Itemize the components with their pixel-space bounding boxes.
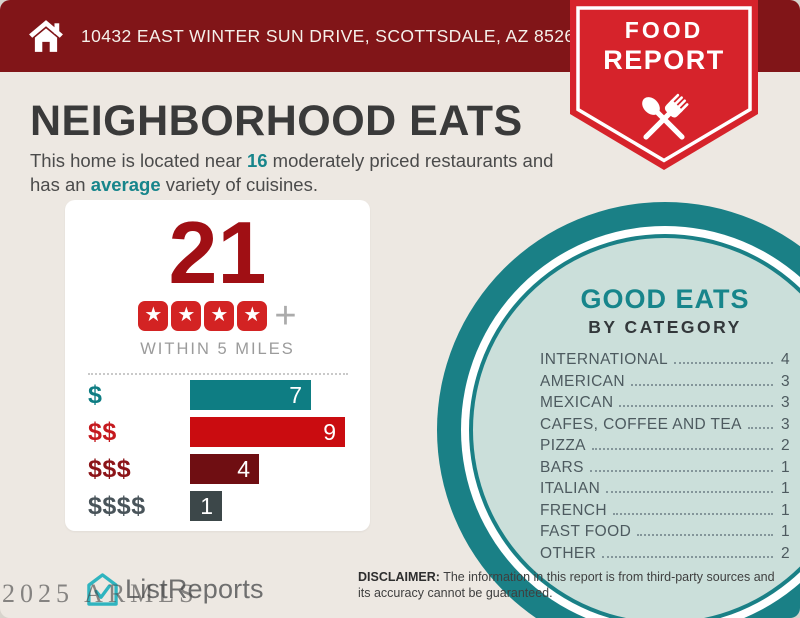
dashed-divider [87, 372, 348, 375]
plus-sign: + [274, 294, 297, 337]
star-icon: ★ [237, 300, 268, 331]
spoon-fork-icon [642, 93, 689, 140]
good-eats-subtitle: BY CATEGORY [588, 317, 742, 337]
category-row: PIZZA 2 [540, 437, 790, 459]
category-row: AMERICAN 3 [540, 373, 790, 395]
price-bar: 4 [190, 454, 259, 484]
dotted-leader [591, 448, 773, 450]
good-eats-title: GOOD EATS [580, 284, 750, 314]
category-row: CAFES, COFFEE AND TEA 3 [540, 416, 790, 438]
category-value: 1 [780, 501, 790, 519]
price-bar-row: $$ 9 [65, 417, 370, 447]
summary-card: 21 ★ ★ ★ ★ + WITHIN 5 MILES $7 $$ 9 $$$ 4 $$$$ 1 [65, 200, 370, 531]
food-report-badge: FOOD REPORT [570, 0, 758, 172]
listreports-wordmark: ListReports [125, 574, 264, 604]
category-value: 3 [780, 394, 790, 411]
star-icon: ★ [204, 300, 235, 331]
dotted-leader [602, 555, 773, 558]
price-bar-row: $$$$ 1 [65, 491, 370, 521]
armls-watermark: 2025 ARMLS [2, 579, 199, 608]
total-restaurants: 21 [168, 203, 267, 302]
category-label: INTERNATIONAL [540, 351, 669, 368]
category-label: MEXICAN [540, 394, 614, 411]
category-value: 2 [780, 437, 790, 454]
price-bar: 7 [190, 380, 311, 410]
star-icon: ★ [138, 300, 169, 331]
category-label: BARS [540, 458, 584, 476]
page-title: NEIGHBORHOOD EATS [30, 97, 523, 145]
category-row: FRENCH 1 [540, 502, 790, 524]
category-label: OTHER [540, 544, 597, 562]
category-value: 2 [780, 544, 790, 562]
category-value: 1 [780, 480, 790, 497]
badge-title: FOOD REPORT [603, 17, 725, 75]
category-row: OTHER 2 [540, 545, 790, 567]
stars-row: ★ ★ ★ ★ [138, 300, 268, 331]
category-label: FRENCH [540, 501, 607, 519]
price-bar: 9 [190, 417, 345, 447]
variety-highlight: average [90, 174, 161, 195]
category-value: 3 [780, 415, 790, 433]
category-value: 1 [780, 523, 790, 540]
price-tier-label: $$$$ [88, 491, 146, 520]
category-row: MEXICAN 3 [540, 394, 790, 416]
price-bar-chart: $7 $$ 9 $$$ 4 $$$$ 1 [65, 380, 370, 528]
pennant-shape [570, 0, 758, 170]
property-address: 10432 EAST WINTER SUN DRIVE, SCOTTSDALE,… [81, 25, 585, 46]
dotted-leader [747, 426, 773, 429]
price-bar-value: 4 [237, 455, 250, 482]
radius-label: WITHIN 5 MILES [140, 339, 295, 358]
category-label: ITALIAN [540, 480, 601, 497]
category-label: PIZZA [540, 437, 586, 454]
dotted-leader [606, 491, 773, 493]
category-label: AMERICAN [540, 372, 626, 390]
listreports-logo: ListReports [86, 572, 264, 607]
category-value: 3 [780, 372, 790, 390]
category-row: FAST FOOD 1 [540, 523, 790, 545]
rating-row: ★ ★ ★ ★ + [65, 294, 370, 337]
price-bar-row: $$$ 4 [65, 454, 370, 484]
disclaimer: DISCLAIMER: The information in this repo… [358, 570, 775, 600]
dotted-leader [631, 383, 773, 386]
price-bar-value: 1 [200, 492, 213, 519]
circle-fill [473, 238, 800, 618]
category-label: FAST FOOD [540, 523, 632, 540]
price-bar-row: $7 [65, 380, 370, 410]
price-bar-value: 9 [323, 418, 336, 445]
category-row: INTERNATIONAL 4 [540, 351, 790, 373]
home-icon [29, 20, 63, 52]
star-icon: ★ [171, 300, 202, 331]
category-value: 1 [780, 458, 790, 476]
price-bar: 1 [190, 491, 222, 521]
good-eats-panel: GOOD EATS BY CATEGORY INTERNATIONAL 4 AMER… [540, 284, 790, 566]
category-row: BARS 1 [540, 459, 790, 481]
category-list: INTERNATIONAL 4 AMERICAN 3 MEXICAN 3 CAFES, CO… [540, 351, 790, 566]
price-tier-label: $$ [88, 417, 117, 446]
category-row: ITALIAN 1 [540, 480, 790, 502]
category-value: 4 [780, 351, 790, 368]
listreports-house-icon [87, 573, 118, 606]
price-tier-label: $ [88, 380, 103, 409]
intro-text: This home is located near 16 moderately … [30, 150, 554, 195]
price-bar-value: 7 [289, 381, 302, 408]
dotted-leader [619, 405, 773, 407]
dotted-leader [589, 469, 773, 472]
dotted-leader [612, 512, 773, 515]
restaurant-count: 16 [246, 150, 268, 171]
price-tier-label: $$$ [88, 454, 132, 483]
dotted-leader [637, 534, 773, 536]
dotted-leader [674, 362, 773, 364]
category-label: CAFES, COFFEE AND TEA [540, 415, 742, 433]
